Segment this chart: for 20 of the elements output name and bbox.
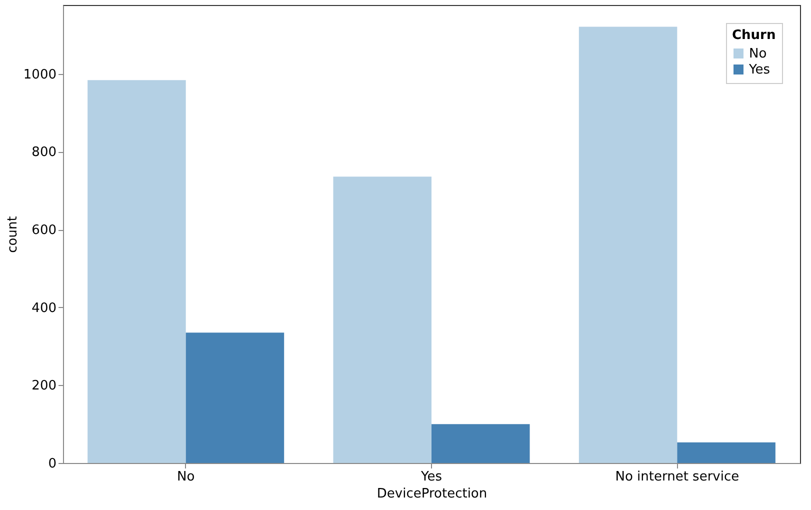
legend-title: Churn (732, 28, 776, 43)
bar (333, 176, 432, 463)
y-tick-label: 400 (32, 300, 56, 316)
x-tick-label: No (176, 470, 195, 484)
y-tick-label: 800 (32, 145, 56, 160)
bar (578, 26, 678, 463)
y-tick-label: 200 (32, 378, 56, 394)
bar (432, 424, 530, 463)
bar (186, 332, 284, 463)
y-tick-label: 600 (32, 223, 56, 238)
x-axis-title: DeviceProtection (376, 486, 488, 502)
legend-label: Yes (748, 62, 770, 78)
x-tick-label: No internet service (615, 470, 740, 484)
legend-label: No (749, 46, 767, 62)
y-axis-title: count (5, 216, 20, 253)
x-tick-label: Yes (420, 470, 442, 484)
y-tick-label: 1000 (23, 67, 56, 82)
bar (677, 442, 776, 463)
y-tick-label: 0 (48, 456, 56, 472)
bar (88, 80, 186, 463)
